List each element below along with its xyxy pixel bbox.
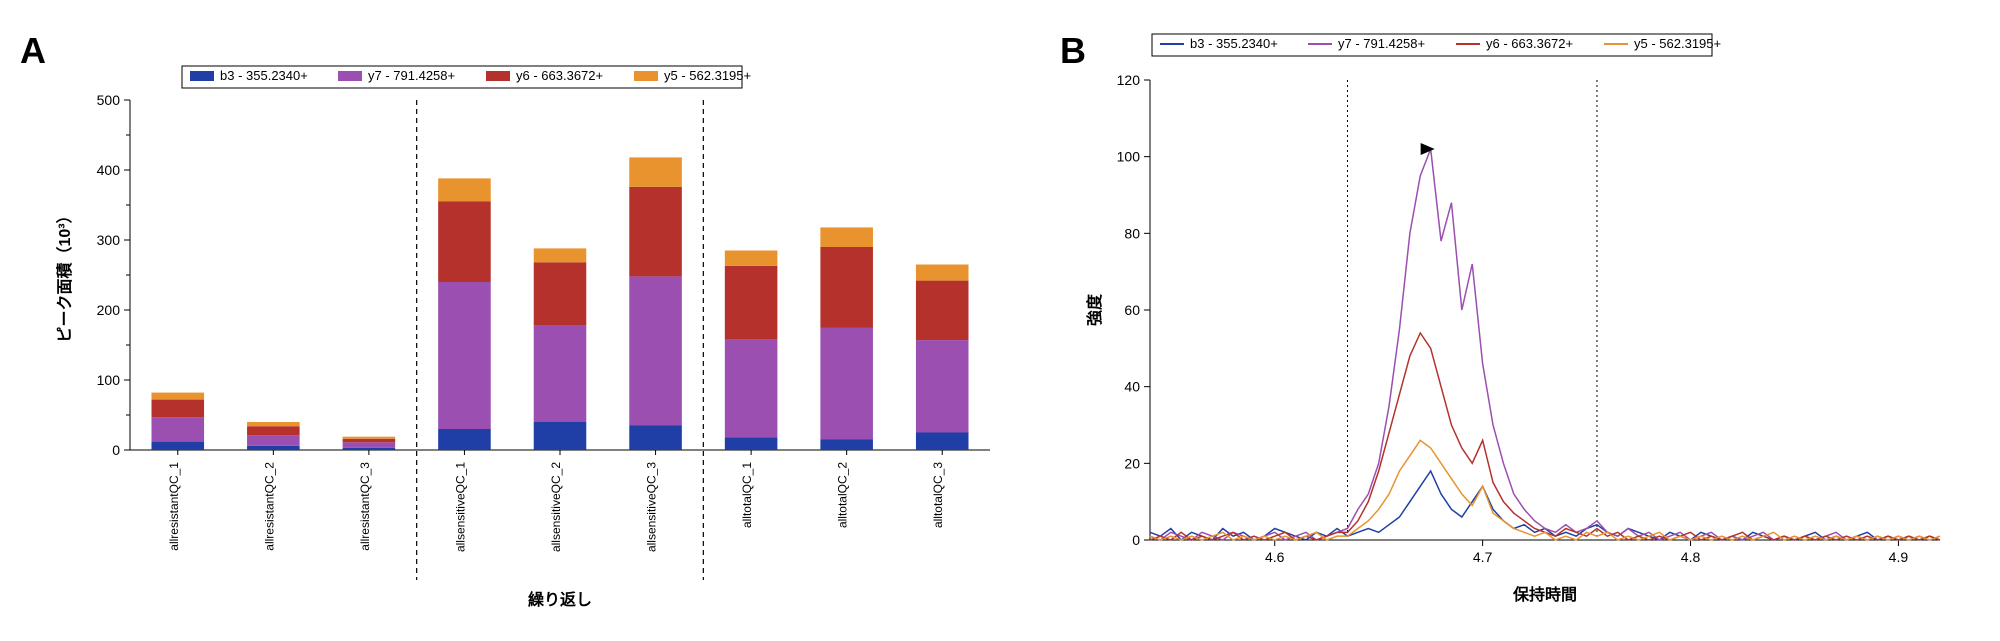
bar-segment bbox=[534, 262, 587, 325]
bar-segment bbox=[725, 339, 778, 437]
series-line bbox=[1150, 471, 1940, 540]
bar-segment bbox=[247, 435, 300, 446]
bar-segment bbox=[152, 400, 205, 418]
y-tick-label: 500 bbox=[97, 92, 121, 108]
bar-segment bbox=[247, 422, 300, 426]
legend-label: b3 - 355.2340+ bbox=[1190, 36, 1278, 51]
bar-segment bbox=[820, 227, 873, 247]
bar-segment bbox=[916, 340, 969, 432]
category-label: alltotalQC_3 bbox=[931, 462, 945, 528]
bar-segment bbox=[247, 426, 300, 435]
bar-segment bbox=[629, 426, 682, 451]
y-tick-label: 0 bbox=[1132, 532, 1140, 548]
bar-segment bbox=[152, 393, 205, 400]
category-label: allresistantQC_3 bbox=[358, 462, 372, 551]
panel-a: A 0 100 200 300 400 500 ピーク面積（10³） allresistant… bbox=[20, 20, 1020, 620]
x-axis-title: 繰り返し bbox=[528, 590, 592, 609]
y-tick-label: 120 bbox=[1117, 72, 1141, 88]
y-tick-label: 0 bbox=[112, 442, 120, 458]
category-label: allsensitiveQC_1 bbox=[453, 462, 467, 552]
legend-swatch bbox=[486, 71, 510, 81]
bar-segment bbox=[725, 437, 778, 450]
bar-segment bbox=[343, 437, 396, 439]
panel-a-chart: 0 100 200 300 400 500 ピーク面積（10³） allresistantQC… bbox=[20, 20, 1020, 620]
legend-label: y7 - 791.4258+ bbox=[368, 68, 455, 83]
bar-segment bbox=[438, 202, 491, 283]
legend-label: y5 - 562.3195+ bbox=[1634, 36, 1721, 51]
category-label: allresistantQC_2 bbox=[262, 462, 276, 551]
bar-segment bbox=[629, 276, 682, 425]
legend-label: b3 - 355.2340+ bbox=[220, 68, 308, 83]
series-line bbox=[1150, 440, 1940, 540]
y-tick-label: 40 bbox=[1124, 379, 1140, 395]
bar-segment bbox=[725, 266, 778, 340]
bar-segment bbox=[820, 328, 873, 440]
bar-segment bbox=[438, 429, 491, 450]
category-label: allsensitiveQC_2 bbox=[549, 462, 563, 552]
legend-label: y6 - 663.3672+ bbox=[516, 68, 603, 83]
y-tick-label: 400 bbox=[97, 162, 121, 178]
category-label: alltotalQC_1 bbox=[740, 462, 754, 528]
bar-segment bbox=[534, 248, 587, 262]
x-tick-label: 4.6 bbox=[1265, 549, 1285, 565]
bar-segment bbox=[343, 448, 396, 450]
bar-segment bbox=[725, 251, 778, 266]
category-label: alltotalQC_2 bbox=[836, 462, 850, 528]
bar-segment bbox=[916, 265, 969, 281]
x-tick-label: 4.8 bbox=[1681, 549, 1701, 565]
bar-segment bbox=[629, 187, 682, 277]
x-tick-label: 4.7 bbox=[1473, 549, 1493, 565]
bar-segment bbox=[534, 422, 587, 450]
y-tick-label: 80 bbox=[1124, 225, 1140, 241]
y-tick-label: 100 bbox=[1117, 149, 1141, 165]
bar-segment bbox=[247, 446, 300, 450]
bar-segment bbox=[343, 442, 396, 448]
bar-segment bbox=[916, 433, 969, 451]
legend-label: y7 - 791.4258+ bbox=[1338, 36, 1425, 51]
bar-segment bbox=[152, 417, 205, 442]
panel-a-label: A bbox=[20, 30, 46, 72]
legend-label: y5 - 562.3195+ bbox=[664, 68, 751, 83]
x-axis-title: 保持時間 bbox=[1512, 585, 1577, 604]
bar-segment bbox=[438, 282, 491, 429]
y-axis-title: ピーク面積（10³） bbox=[55, 207, 74, 342]
panel-b: B 0 20 40 60 80 100 120 強度 4.6 4.7 4.8 4.9 保持時間 b3 - … bbox=[1060, 20, 1960, 620]
category-label: allsensitiveQC_3 bbox=[645, 462, 659, 552]
bar-segment bbox=[916, 281, 969, 341]
y-tick-label: 100 bbox=[97, 372, 121, 388]
y-tick-label: 60 bbox=[1124, 302, 1140, 318]
bar-segment bbox=[820, 247, 873, 328]
bar-segment bbox=[152, 442, 205, 450]
legend-label: y6 - 663.3672+ bbox=[1486, 36, 1573, 51]
legend-swatch bbox=[338, 71, 362, 81]
series-line bbox=[1150, 149, 1940, 540]
y-axis-title: 強度 bbox=[1085, 293, 1104, 326]
panel-b-chart: 0 20 40 60 80 100 120 強度 4.6 4.7 4.8 4.9 保持時間 b3 - 35… bbox=[1060, 20, 1960, 620]
legend-swatch bbox=[634, 71, 658, 81]
y-tick-label: 300 bbox=[97, 232, 121, 248]
panel-b-label: B bbox=[1060, 30, 1086, 72]
bar-segment bbox=[438, 178, 491, 201]
bar-segment bbox=[534, 325, 587, 422]
bar-segment bbox=[343, 439, 396, 443]
y-tick-label: 20 bbox=[1124, 455, 1140, 471]
x-tick-label: 4.9 bbox=[1889, 549, 1909, 565]
category-label: allresistantQC_1 bbox=[167, 462, 181, 551]
peak-arrow-icon bbox=[1421, 143, 1435, 155]
bar-segment bbox=[629, 157, 682, 186]
legend-swatch bbox=[190, 71, 214, 81]
y-tick-label: 200 bbox=[97, 302, 121, 318]
bar-segment bbox=[820, 440, 873, 451]
series-line bbox=[1150, 333, 1940, 540]
